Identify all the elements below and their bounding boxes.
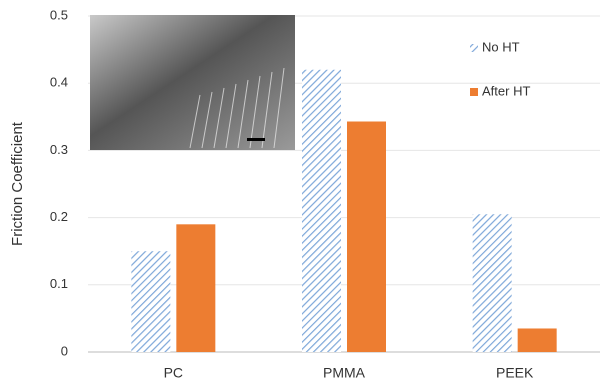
- y-tick-label: 0.4: [50, 75, 68, 90]
- x-tick-label: PMMA: [323, 365, 366, 381]
- bar: [176, 224, 215, 352]
- legend-swatch: [470, 88, 478, 96]
- legend-swatch: [470, 44, 478, 52]
- y-tick-label: 0.2: [50, 209, 68, 224]
- chart: Friction Coefficient 0 0.1 0.2 0.3 0.4 0.5 PC P…: [0, 0, 605, 385]
- bar: [347, 122, 386, 352]
- y-tick-label: 0.3: [50, 142, 68, 157]
- x-tick-label: PC: [164, 365, 183, 381]
- y-tick-label: 0: [61, 343, 68, 358]
- y-tick-label: 0.5: [50, 7, 68, 22]
- bar: [131, 251, 170, 352]
- legend-label: After HT: [482, 83, 530, 98]
- bar: [518, 328, 557, 352]
- y-tick-label: 0.1: [50, 276, 68, 291]
- x-tick-label: PEEK: [496, 365, 534, 381]
- scale-bar: [247, 138, 265, 141]
- legend-label: No HT: [482, 39, 520, 54]
- bar: [302, 70, 341, 352]
- bar: [473, 214, 512, 352]
- y-axis-label: Friction Coefficient: [9, 121, 26, 246]
